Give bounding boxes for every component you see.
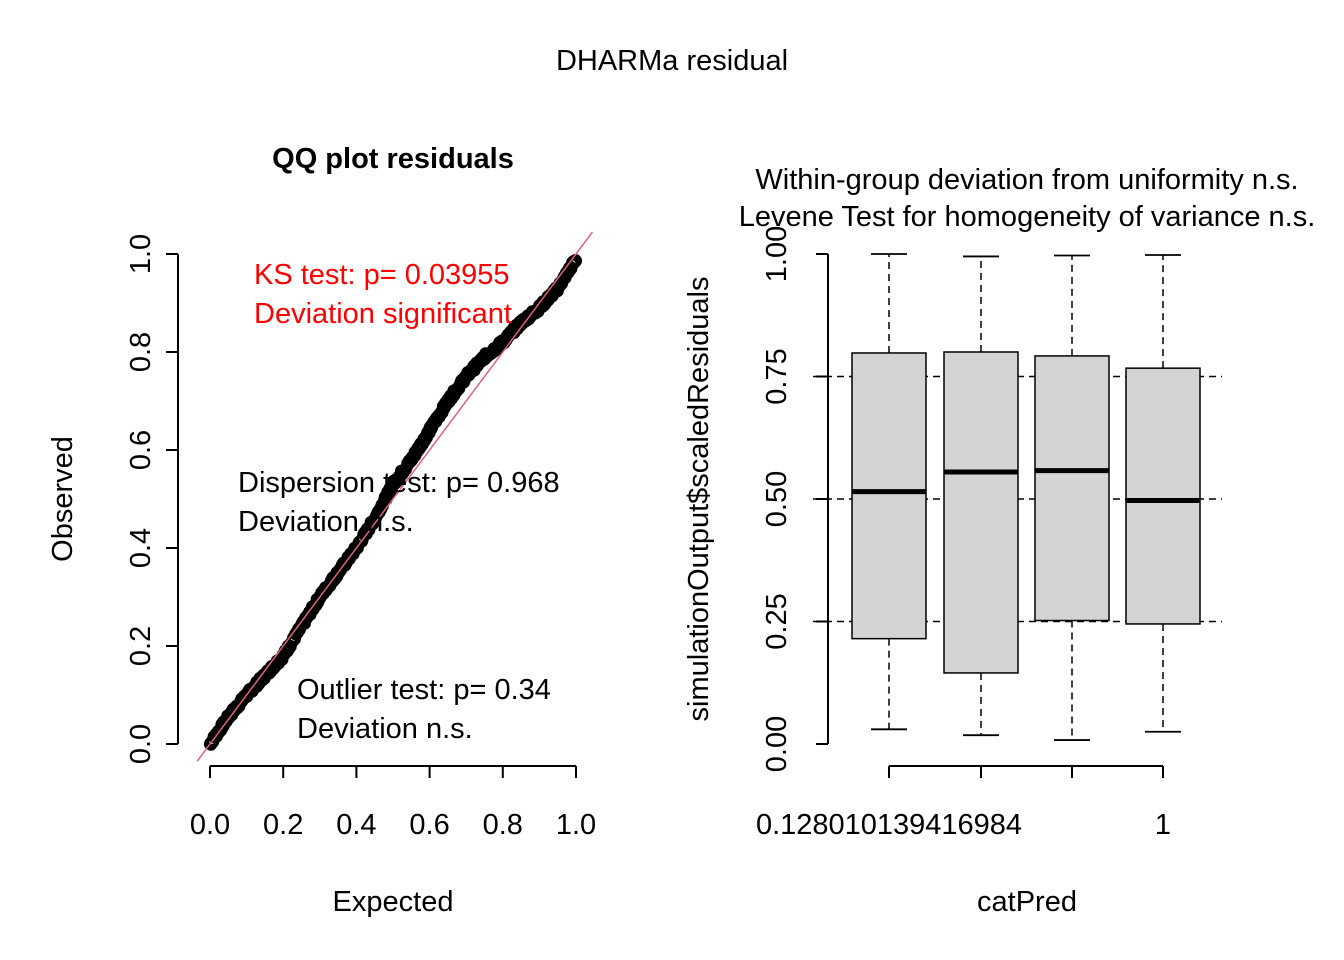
qq-y-tick-label: 0.0 — [125, 724, 157, 764]
boxplot-group — [1034, 254, 1110, 741]
qq-x-tick-label: 0.8 — [483, 809, 523, 841]
box-iqr — [851, 352, 927, 640]
figure-title: DHARMa residual — [556, 45, 788, 77]
qq-x-tick-label: 0.6 — [409, 809, 449, 841]
boxplot-x-axis-label: catPred — [977, 886, 1077, 918]
boxplot-title-line2: Levene Test for homogeneity of variance … — [739, 201, 1316, 233]
boxplot-y-ticks: 0.00 0.25 0.50 0.75 1.00 — [761, 226, 828, 772]
boxplot-y-tick-label: 0.25 — [761, 593, 793, 649]
box-iqr — [943, 351, 1019, 674]
qq-y-tick-label: 1.0 — [125, 234, 157, 274]
qq-x-tick-label: 0.4 — [336, 809, 376, 841]
qq-y-tick-label: 0.8 — [125, 332, 157, 372]
boxplot-y-tick-label: 0.00 — [761, 716, 793, 772]
boxplot-boxes — [851, 253, 1201, 741]
qq-y-tick-label: 0.6 — [125, 430, 157, 470]
qq-x-ticks: 0.0 0.2 0.4 0.6 0.8 1.0 — [190, 766, 596, 841]
boxplot-y-tick-label: 1.00 — [761, 226, 793, 282]
boxplot-y-tick-label: 0.75 — [761, 348, 793, 404]
boxplot-group — [943, 255, 1019, 737]
box-iqr — [1125, 367, 1201, 625]
dispersion-deviation-text: Deviation n.s. — [238, 506, 414, 538]
boxplot-y-tick-label: 0.50 — [761, 471, 793, 527]
qq-y-tick-label: 0.2 — [125, 626, 157, 666]
qq-title: QQ plot residuals — [272, 143, 514, 175]
boxplot-x-tick-label: 1 — [1155, 809, 1171, 841]
qq-y-tick-label: 0.4 — [125, 528, 157, 568]
boxplot-y-axis-label: simulationOutput$scaledResiduals — [683, 277, 715, 722]
boxplot-group — [1125, 254, 1201, 733]
outlier-test-text: Outlier test: p= 0.34 — [297, 674, 551, 706]
qq-x-tick-label: 1.0 — [556, 809, 596, 841]
qq-x-axis-label: Expected — [333, 886, 454, 918]
boxplot-group — [851, 253, 927, 731]
boxplot-panel: Within-group deviation from uniformity n… — [683, 164, 1315, 918]
boxplot-title-line1: Within-group deviation from uniformity n… — [755, 164, 1298, 196]
ks-test-text: KS test: p= 0.03955 — [254, 259, 510, 291]
qq-y-ticks: 0.0 0.2 0.4 0.6 0.8 1.0 — [125, 234, 178, 764]
ks-deviation-text: Deviation significant — [254, 298, 512, 330]
boxplot-x-tick-label: 0.128010139416984 — [756, 809, 1022, 841]
outlier-deviation-text: Deviation n.s. — [297, 713, 473, 745]
qq-x-tick-label: 0.2 — [263, 809, 303, 841]
qq-y-axis-label: Observed — [47, 436, 79, 562]
qq-reference-line — [196, 231, 594, 762]
qq-panel: QQ plot residuals 0.0 0.2 0.4 0.6 0.8 1.0 0.0… — [47, 143, 596, 918]
dispersion-test-text: Dispersion test: p= 0.968 — [238, 467, 560, 499]
boxplot-x-ticks: 0.128010139416984 1 — [756, 765, 1171, 841]
box-iqr — [1034, 355, 1110, 622]
qq-x-tick-label: 0.0 — [190, 809, 230, 841]
